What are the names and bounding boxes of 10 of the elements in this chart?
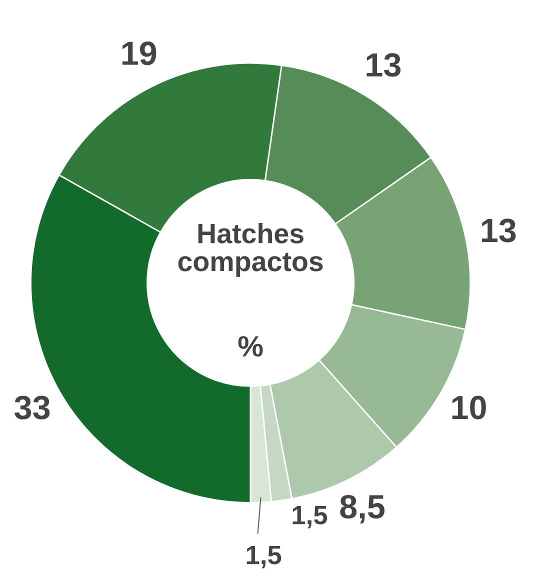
data-label: 10 <box>452 396 486 420</box>
data-label: 1,5 <box>246 546 282 568</box>
data-label: 1,5 <box>292 506 328 528</box>
data-label: 13 <box>366 53 401 77</box>
data-label: 19 <box>122 42 156 66</box>
text: % <box>238 336 263 357</box>
data-label: 13 <box>482 218 516 242</box>
data-label: 33 <box>14 396 50 420</box>
data-label: 8,5 <box>340 494 384 524</box>
text: Hatches compactos <box>178 223 323 277</box>
